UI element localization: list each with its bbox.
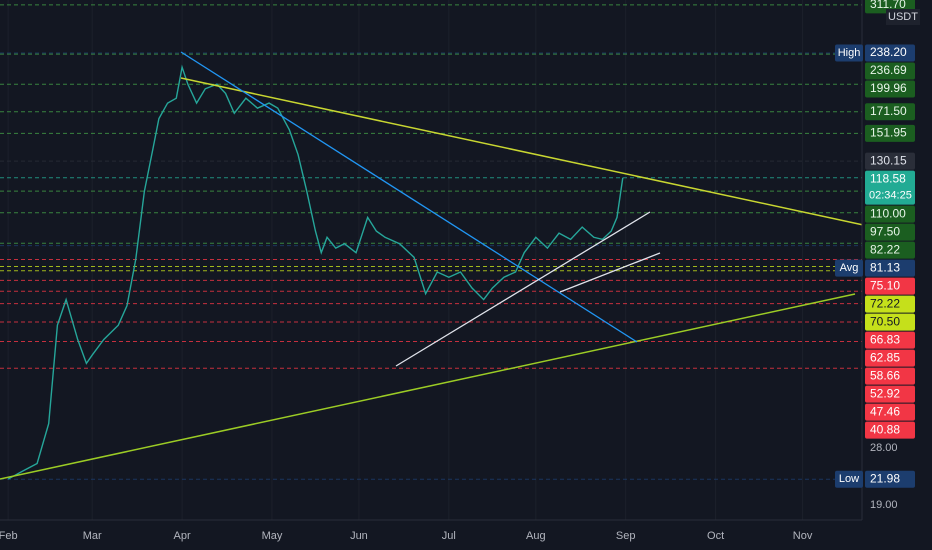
trend-line (180, 77, 869, 227)
x-tick-label: Apr (174, 530, 191, 542)
price-label-box (865, 62, 915, 80)
price-label-box (865, 259, 915, 277)
price-label-box (865, 385, 915, 403)
price-label: 82.22 (870, 242, 900, 256)
tag-box (835, 470, 863, 488)
price-label: 72.22 (870, 296, 900, 310)
price-label-box (865, 241, 915, 259)
x-tick-label: Oct (707, 530, 724, 542)
price-label: 52.92 (870, 386, 900, 400)
price-label-box (865, 403, 915, 421)
price-label: 199.96 (870, 81, 907, 95)
x-tick-label: Jun (350, 530, 368, 542)
price-label: 66.83 (870, 332, 900, 346)
x-tick-label: Mar (83, 530, 102, 542)
price-label-box (865, 421, 915, 439)
price-label-box (865, 313, 915, 331)
tag-label: High (838, 47, 861, 59)
price-label-box (865, 349, 915, 367)
price-label: 171.50 (870, 104, 907, 118)
channel-line (395, 211, 651, 367)
price-labels: 311.70 238.20 High 236.69 199.96 171.50 151.95… (835, 0, 915, 511)
y-tick-label: 19.00 (870, 499, 898, 511)
price-label-box (865, 331, 915, 349)
price-label-box (865, 103, 915, 121)
price-label: 236.69 (870, 63, 907, 77)
price-label: 40.88 (870, 422, 900, 436)
price-label: 238.20 (870, 45, 907, 59)
price-label: 21.98 (870, 471, 900, 485)
price-label: 151.95 (870, 126, 907, 140)
x-tick-label: Jul (442, 530, 456, 542)
channel-line (559, 252, 661, 293)
x-tick-label: Feb (0, 530, 18, 542)
price-label: 130.15 (870, 153, 907, 167)
trend-line (180, 51, 638, 343)
tag-box (835, 44, 863, 62)
price-label-box (865, 80, 915, 98)
tag-label: Avg (840, 262, 859, 274)
x-tick-label: Aug (526, 530, 546, 542)
tag-label: Low (839, 473, 859, 485)
price-label-box (865, 205, 915, 223)
price-label-box (865, 470, 915, 488)
price-label: 118.58 (870, 171, 906, 185)
price-label-box (865, 124, 915, 142)
x-tick-label: Nov (793, 530, 813, 542)
price-label-box (865, 277, 915, 295)
price-label: 58.66 (870, 368, 900, 382)
y-tick-label: 28.00 (870, 442, 898, 454)
price-label: 47.46 (870, 404, 900, 418)
price-label-box (865, 367, 915, 385)
x-tick-label: May (262, 530, 283, 542)
grid (7, 0, 804, 520)
unit-box (886, 9, 920, 25)
price-label-box (865, 44, 915, 62)
levels (0, 4, 862, 480)
tag-box (835, 259, 863, 277)
price-label: 110.00 (870, 206, 906, 220)
price-label: 311.70 (870, 0, 906, 11)
trend-line (0, 293, 856, 480)
countdown-label: 02:34:25 (869, 189, 912, 201)
price-line (7, 64, 624, 480)
price-label-box (865, 295, 915, 313)
price-label: 70.50 (870, 314, 900, 328)
price-label: 62.85 (870, 350, 900, 364)
price-label-box (865, 152, 915, 170)
x-tick-label: Sep (616, 530, 636, 542)
plot (7, 64, 624, 480)
price-label: 75.10 (870, 278, 900, 292)
price-label-box (865, 170, 915, 205)
price-label: 97.50 (870, 224, 900, 238)
unit-label: USDT (888, 11, 918, 23)
price-label: 81.13 (870, 260, 900, 274)
price-label-box (865, 223, 915, 241)
